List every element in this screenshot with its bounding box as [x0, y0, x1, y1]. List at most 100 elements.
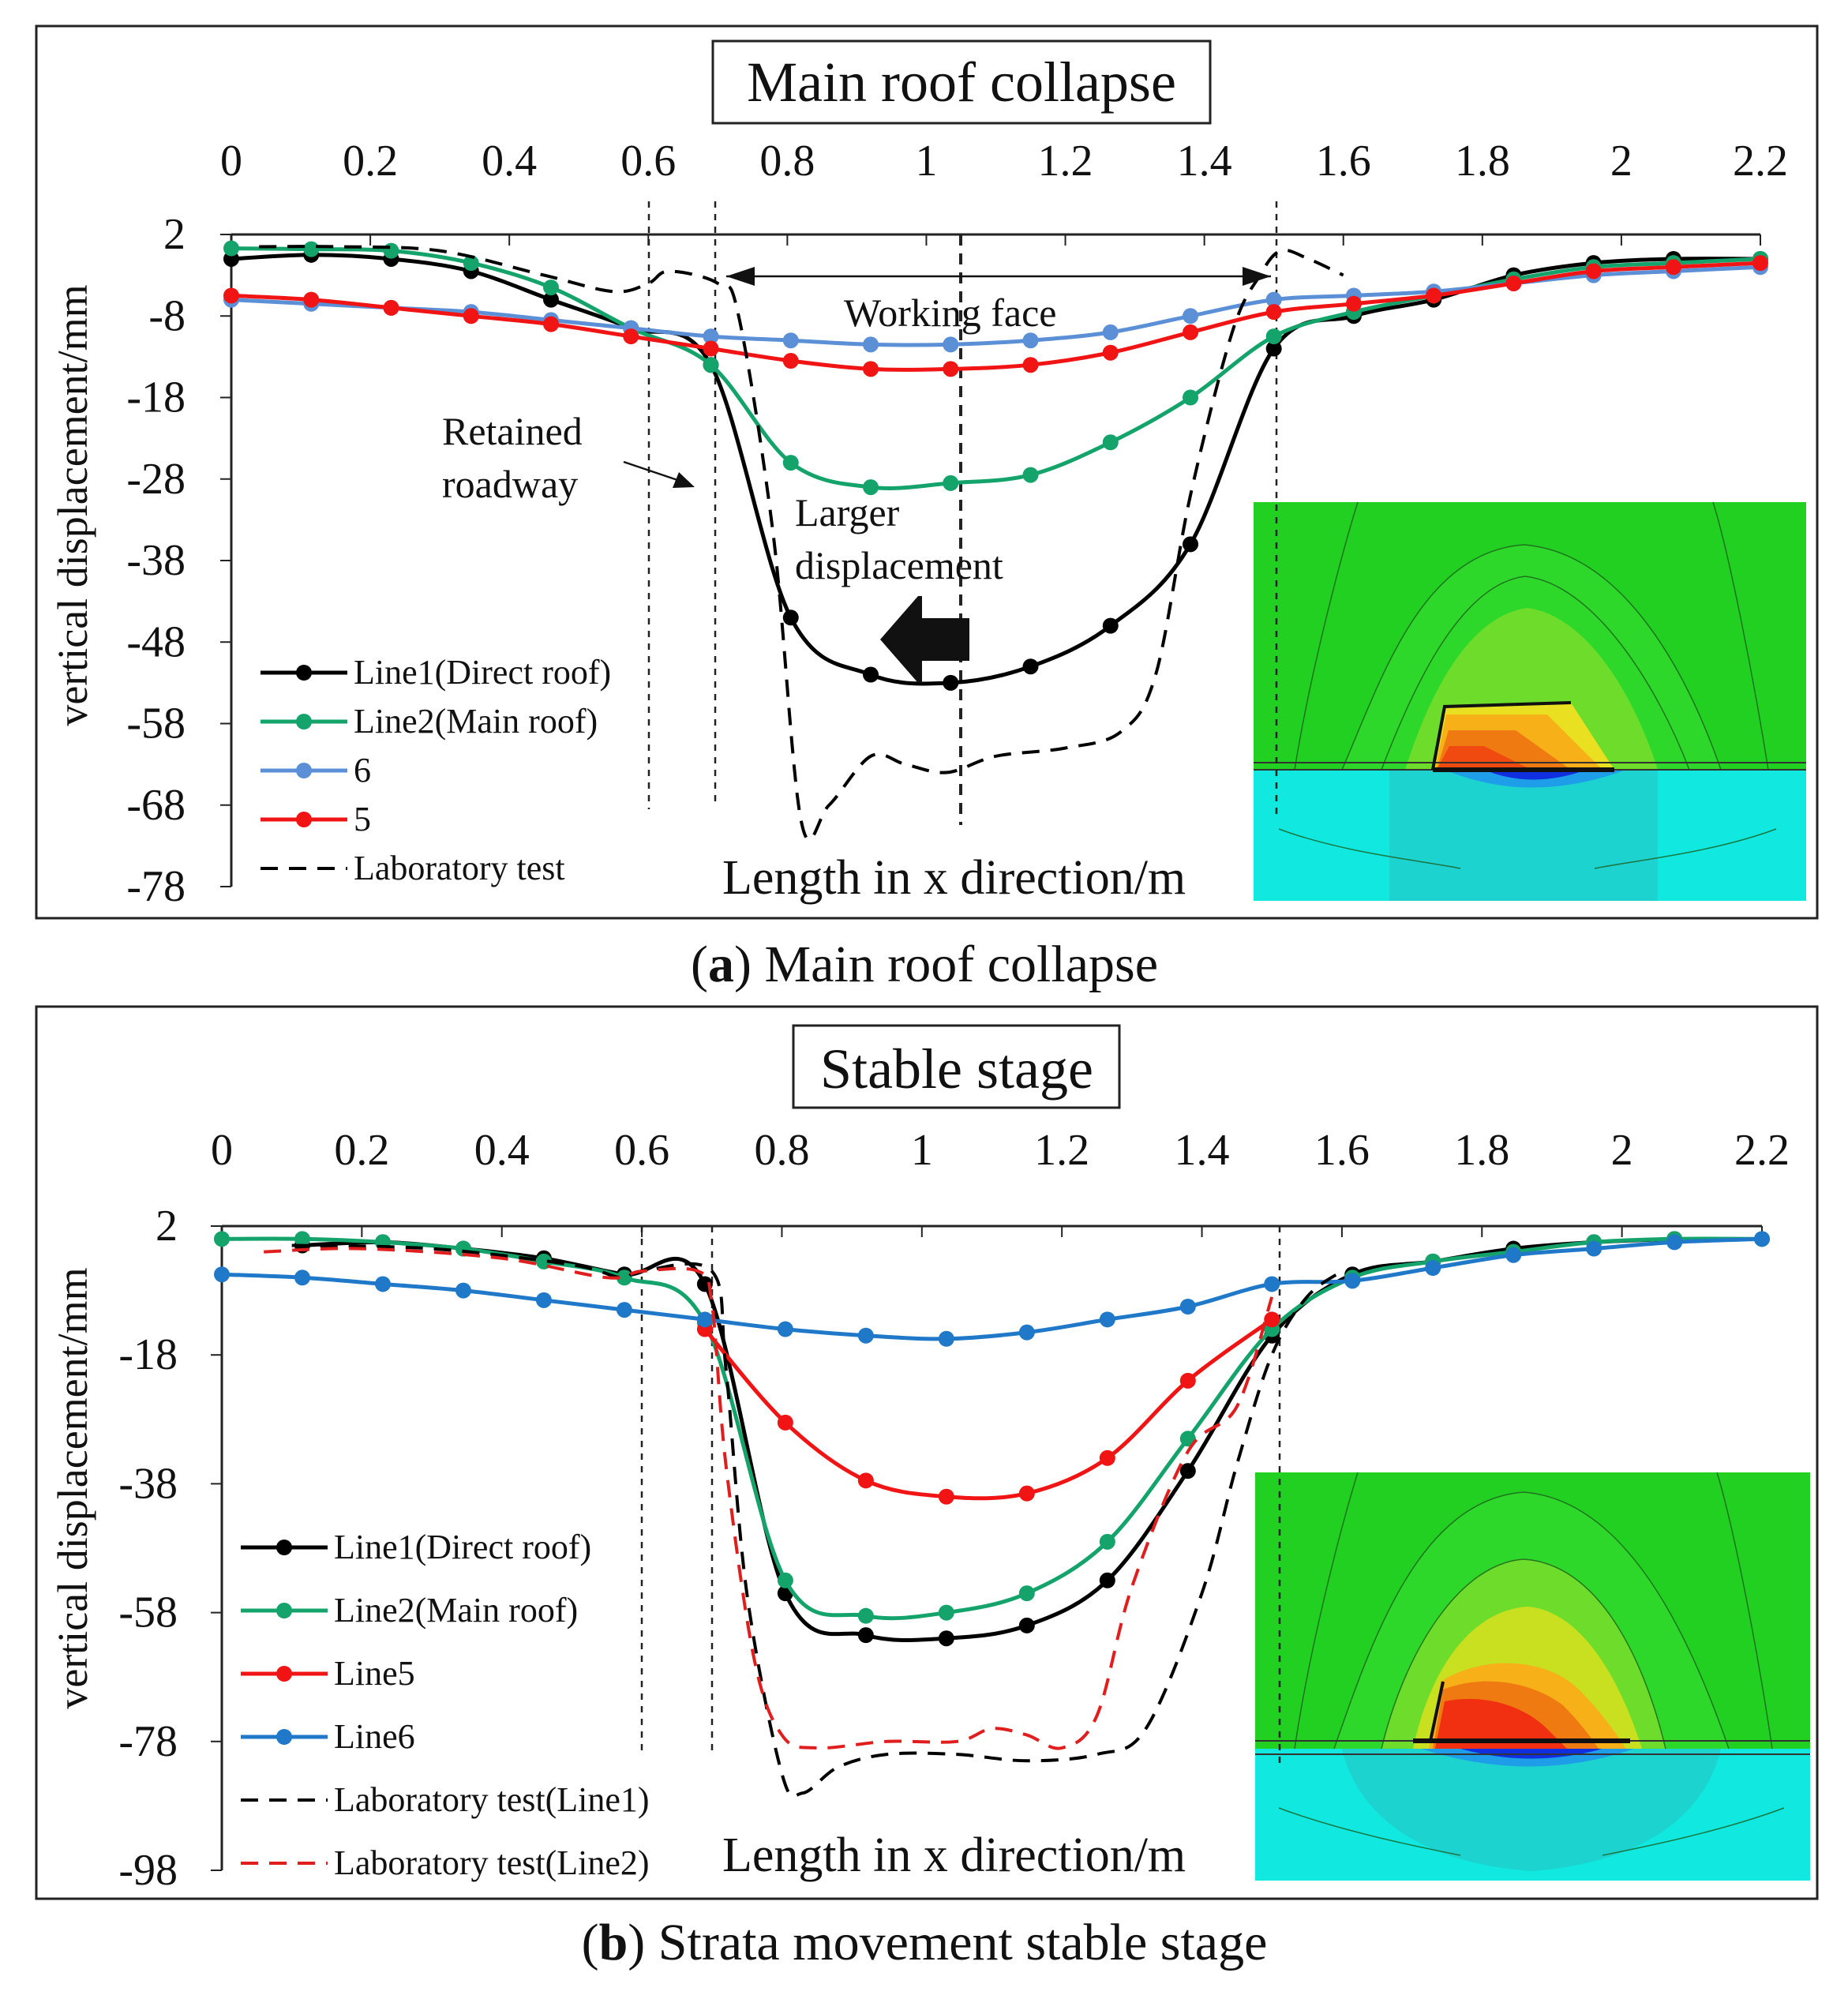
- x-tick-label-1-8: 1.8: [1454, 1126, 1509, 1175]
- y-tick-label-78: -78: [126, 862, 186, 911]
- panel-a-title: Main roof collapse: [747, 51, 1176, 114]
- x-tick-label-0-8: 0.8: [759, 137, 815, 186]
- panel-a-caption-letter: a: [708, 936, 734, 993]
- point-5-13: [1265, 304, 1282, 321]
- point-line2-main-roof-13: [1265, 328, 1282, 345]
- series-line-laboratory-test-line2: [264, 1247, 1274, 1750]
- point-line6-7: [777, 1321, 793, 1337]
- point-line1-direct-roof-7: [782, 609, 799, 626]
- panel-b-caption-letter: b: [599, 1914, 628, 1971]
- legend-marker-line1-direct-roof: [276, 1540, 292, 1555]
- y-tick-label-68: -68: [126, 781, 186, 830]
- point-6-6: [703, 328, 719, 345]
- panel-b-legend: Line1(Direct roof) Line2(Main roof) Line5 L…: [241, 1528, 650, 1882]
- point-line1-direct-roof-4: [543, 291, 560, 308]
- point-line1-direct-roof-10: [1099, 1572, 1115, 1588]
- y-tick-label-58: -58: [126, 699, 186, 748]
- point-line6-16: [1505, 1247, 1522, 1263]
- series-5: [223, 255, 1768, 377]
- x-tick-label-2: 2: [1611, 1126, 1633, 1175]
- legend-item-laboratory-test: Laboratory test: [261, 849, 565, 887]
- point-6-11: [1102, 324, 1119, 340]
- point-5-3: [463, 308, 479, 324]
- x-tick-label-0-4: 0.4: [474, 1126, 530, 1175]
- point-line6-0: [214, 1266, 230, 1283]
- point-5-10: [1022, 357, 1039, 373]
- legend-label-line5: Line5: [334, 1654, 415, 1693]
- point-line6-4: [535, 1292, 552, 1308]
- panel-b-x-axis-label: Length in x direction/m: [722, 1828, 1186, 1882]
- point-line2-main-roof-0: [214, 1231, 230, 1247]
- point-line6-5: [616, 1302, 632, 1318]
- panel-b-ticks: 0 0.2 0.4 0.6 0.8 1 1.2 1.4 1.6 1.8 2 2.2 2 -18 -38 -58…: [118, 1126, 1790, 1895]
- point-line5-4: [1018, 1485, 1035, 1502]
- y-tick-label-2: 2: [163, 210, 186, 259]
- panel-a-series: [223, 240, 1768, 842]
- legend-label-line1-direct-roof: Line1(Direct roof): [334, 1528, 591, 1566]
- retained-roadway-label-2: roadway: [442, 462, 578, 506]
- legend-label-5: 5: [354, 800, 371, 838]
- point-5-5: [623, 328, 639, 345]
- point-line2-main-roof-11: [1099, 1533, 1115, 1550]
- retained-roadway-pointer-head: [673, 472, 695, 488]
- panel-a-caption: (a) Main roof collapse: [691, 936, 1158, 993]
- point-5-18: [1665, 259, 1681, 276]
- legend-item-laboratory-test-line2: Laboratory test(Line2): [241, 1843, 650, 1882]
- legend-item-line1-direct-roof: Line1(Direct roof): [261, 653, 611, 692]
- x-tick-label-0: 0: [211, 1126, 233, 1175]
- x-tick-label-2: 2: [1610, 137, 1632, 186]
- y-tick-label-18: -18: [118, 1330, 178, 1379]
- point-5-19: [1752, 255, 1768, 272]
- series-line-line6: [221, 1236, 1763, 1341]
- panel-b: Stable stage: [35, 1005, 1819, 1900]
- legend-item-6: 6: [261, 751, 371, 789]
- point-6-13: [1265, 291, 1282, 308]
- legend-marker-5: [296, 812, 312, 827]
- point-line2-main-roof-7: [782, 455, 799, 471]
- panel-a-ticks: 0 0.2 0.4 0.6 0.8 1 1.2 1.4 1.6 1.8 2 2.2 2 -8 -18 -28 -…: [126, 137, 1788, 911]
- point-line5-1: [777, 1414, 793, 1431]
- point-line1-direct-roof-11: [1179, 1463, 1196, 1480]
- x-tick-label-1-2: 1.2: [1038, 137, 1093, 186]
- point-line1-direct-roof-8: [863, 666, 879, 683]
- point-line6-17: [1586, 1240, 1602, 1257]
- point-line2-main-roof-3: [463, 255, 479, 272]
- panel-b-title-box: [792, 1024, 1121, 1109]
- panel-a: Main roof collapse: [35, 24, 1819, 920]
- point-5-15: [1426, 287, 1442, 304]
- point-line2-main-roof-1: [303, 241, 320, 257]
- series-line-laboratory-test: [259, 245, 1344, 842]
- panel-b-y-axis-label: vertical displacement/mm: [49, 1267, 96, 1708]
- point-line6-10: [1018, 1324, 1035, 1341]
- point-6-9: [943, 336, 959, 353]
- point-line2-main-roof-12: [1183, 389, 1199, 406]
- point-line1-direct-roof-9: [943, 674, 959, 691]
- legend-item-line6: Line6: [241, 1717, 415, 1756]
- y-tick-label-2: 2: [156, 1202, 178, 1251]
- legend-label-6: 6: [354, 751, 371, 789]
- x-tick-label-1: 1: [911, 1126, 933, 1175]
- point-line2-main-roof-5: [616, 1270, 632, 1286]
- y-tick-label-38: -38: [126, 536, 186, 585]
- x-tick-label-2-2: 2.2: [1733, 137, 1788, 186]
- x-tick-label-1-4: 1.4: [1177, 137, 1232, 186]
- point-line5-5: [1099, 1450, 1115, 1466]
- point-5-17: [1585, 263, 1602, 279]
- x-tick-label-1-4: 1.4: [1175, 1126, 1230, 1175]
- point-line2-main-roof-12: [1179, 1431, 1196, 1447]
- panel-a-caption-text: Main roof collapse: [752, 936, 1158, 993]
- x-tick-label-2-2: 2.2: [1734, 1126, 1790, 1175]
- working-face-arrowhead-left: [726, 267, 755, 286]
- legend-item-line2-main-roof: Line2(Main roof): [241, 1591, 578, 1630]
- x-tick-label-1-2: 1.2: [1034, 1126, 1089, 1175]
- panel-b-caption: (b) Strata movement stable stage: [582, 1914, 1268, 1971]
- point-line2-main-roof-4: [543, 279, 560, 296]
- legend-label-laboratory-test-line1: Laboratory test(Line1): [334, 1780, 650, 1819]
- y-tick-label-98: -98: [118, 1846, 178, 1895]
- legend-label-line6: Line6: [334, 1717, 415, 1756]
- point-6-10: [1022, 332, 1039, 349]
- legend-marker-line2-main-roof: [296, 714, 312, 729]
- panel-a-contour-inset: [1254, 501, 1806, 901]
- point-line5-3: [938, 1488, 954, 1505]
- point-line2-main-roof-8: [857, 1607, 874, 1624]
